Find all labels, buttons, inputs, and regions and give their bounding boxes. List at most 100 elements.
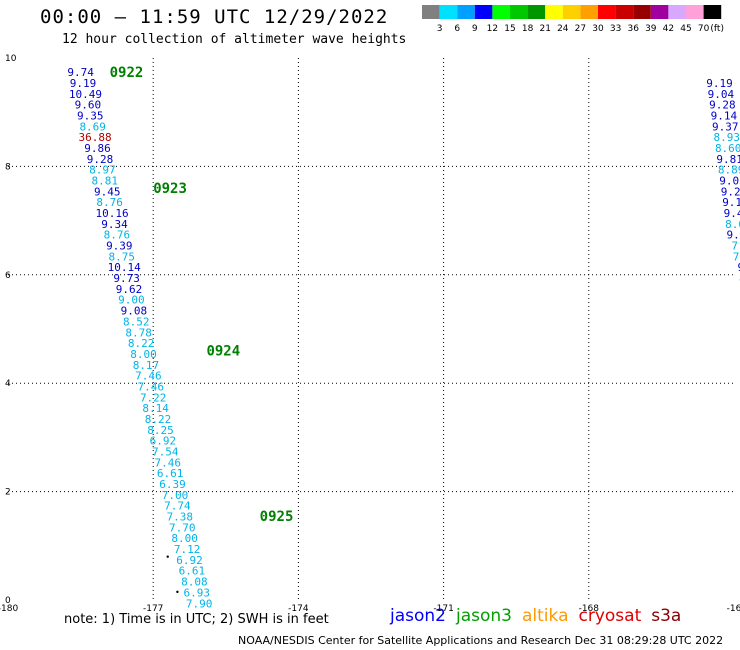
legend-item-s3a: s3a [651, 606, 682, 626]
scale-label: 12 [487, 24, 498, 34]
data-dot [166, 555, 169, 558]
wave-height-label: 9.00 [118, 294, 145, 307]
wave-height-label: 9.60 [75, 99, 102, 112]
pass-time-label: 0923 [153, 181, 187, 197]
scale-label: 27 [575, 24, 586, 34]
wave-height-label: 8.00 [130, 348, 157, 361]
x-tick-label: -168 [579, 604, 600, 612]
wave-height-label: 9.73 [113, 272, 140, 285]
scale-swatch [703, 5, 722, 19]
wave-height-label: 9.19 [706, 77, 733, 90]
wave-height-label: 9.54 [727, 229, 740, 242]
wave-height-label: 9.22 [721, 185, 740, 198]
scale-label: 70 [698, 24, 710, 34]
wave-height-label: 9.86 [84, 142, 111, 155]
wave-height-label: 8.52 [123, 315, 150, 328]
wave-height-label: 7.38 [167, 511, 194, 524]
x-tick-label: -180 [0, 604, 18, 612]
legend-item-altika: altika [522, 606, 569, 626]
x-tick-label: -16 [727, 604, 740, 612]
wave-height-label: 7.54 [152, 445, 179, 458]
wave-height-label: 8.78 [125, 326, 152, 339]
wave-height-label: 7.00 [162, 489, 189, 502]
wave-height-label: 8.89 [718, 164, 740, 177]
y-tick-label: 10 [5, 54, 17, 64]
wave-height-label: 8.22 [145, 413, 172, 426]
y-tick-label: 4 [5, 379, 11, 389]
wave-height-label: 7.9 [731, 240, 740, 253]
wave-height-label: 8.22 [128, 337, 155, 350]
wave-height-label: 9.13 [722, 196, 740, 209]
wave-height-label: 9.19 [70, 77, 97, 90]
wave-height-label: 7.46 [154, 456, 181, 469]
wave-height-label: 9.37 [712, 120, 739, 133]
scale-label: 18 [522, 24, 534, 34]
wave-height-label: 7.12 [174, 543, 201, 556]
scale-label: 33 [610, 24, 621, 34]
pass-time-label: 0925 [260, 509, 294, 525]
wave-height-label: 6.93 [184, 586, 211, 599]
scale-swatch [457, 5, 475, 19]
color-scale: 3 6 9 12 15 18 21 24 27 30 33 36 39 42 45 70 (ft) [422, 5, 724, 34]
scale-unit: (ft) [710, 24, 724, 34]
wave-height-label: 36.88 [79, 131, 112, 144]
wave-height-label: 7.90 [186, 597, 213, 610]
scale-label: 3 [437, 24, 443, 34]
wave-height-label: 8.93 [713, 131, 740, 144]
scale-label: 21 [539, 24, 550, 34]
wave-height-label: 7.46 [135, 370, 162, 383]
chart-title: 00:00 – 11:59 UTC 12/29/2022 [40, 6, 389, 28]
scale-swatch [562, 5, 581, 19]
wave-height-label: 8.00 [171, 532, 198, 545]
units-note: note: 1) Time is in UTC; 2) SWH is in fe… [64, 612, 329, 627]
wave-height-label: 8.25 [147, 424, 174, 437]
scale-swatch [422, 5, 440, 19]
pass-time-label: 0922 [110, 65, 144, 81]
scale-swatch [474, 5, 493, 19]
wave-height-label: 10.14 [108, 261, 141, 274]
scale-swatch [598, 5, 616, 19]
footer-credit: NOAA/NESDIS Center for Satellite Applica… [238, 634, 724, 647]
scale-swatch [580, 5, 598, 19]
scale-swatch [686, 5, 704, 19]
scale-label: 30 [592, 24, 604, 34]
wave-height-label: 8.76 [104, 229, 131, 242]
wave-height-label: 9.35 [77, 109, 104, 122]
x-tick-label: -174 [288, 604, 309, 612]
wave-height-label: 8.60 [715, 142, 740, 155]
x-tick-label: -171 [433, 604, 453, 612]
wave-height-label: 9.05 [719, 174, 740, 187]
wave-height-label: 8. [739, 272, 740, 285]
wave-height-label: 8.75 [108, 250, 135, 263]
wave-height-label: 9.08 [121, 305, 148, 318]
wave-height-label: 9.39 [106, 240, 133, 253]
wave-height-label: 7.22 [140, 391, 167, 404]
scale-label: 36 [627, 24, 639, 34]
legend-item-cryosat: cryosat [578, 606, 642, 626]
scale-label: 6 [454, 24, 460, 34]
wave-height-label: 9.47 [724, 207, 740, 220]
data-dot [176, 590, 179, 594]
wave-height-label: 6.61 [157, 467, 184, 480]
wave-height-label: 9.34 [101, 218, 128, 231]
wave-height-label: 7.9 [733, 250, 740, 263]
scale-label: 9 [472, 24, 478, 34]
wave-height-label: 9.81 [716, 153, 740, 166]
wave-height-label: 7.46 [138, 380, 165, 393]
scale-swatch [492, 5, 510, 19]
scale-label: 15 [504, 24, 515, 34]
wave-height-label: 8.14 [142, 402, 169, 415]
wave-height-label: 8.08 [181, 576, 208, 589]
scale-swatch [527, 5, 546, 19]
scale-swatch [510, 5, 528, 19]
wave-height-label: 9.45 [94, 185, 121, 198]
plot-area: -180-177-174-171-168-1610864209.749.1910… [0, 54, 740, 612]
wave-height-label: 9.04 [708, 88, 735, 101]
y-tick-label: 8 [5, 162, 11, 172]
wave-height-label: 6.92 [150, 435, 177, 448]
wave-height-label: 6.92 [176, 554, 203, 567]
scale-label: 39 [645, 24, 657, 34]
wave-height-label: 9.74 [67, 66, 94, 79]
pass-time-label: 0924 [206, 344, 240, 360]
wave-height-label: 8.69 [79, 120, 106, 133]
